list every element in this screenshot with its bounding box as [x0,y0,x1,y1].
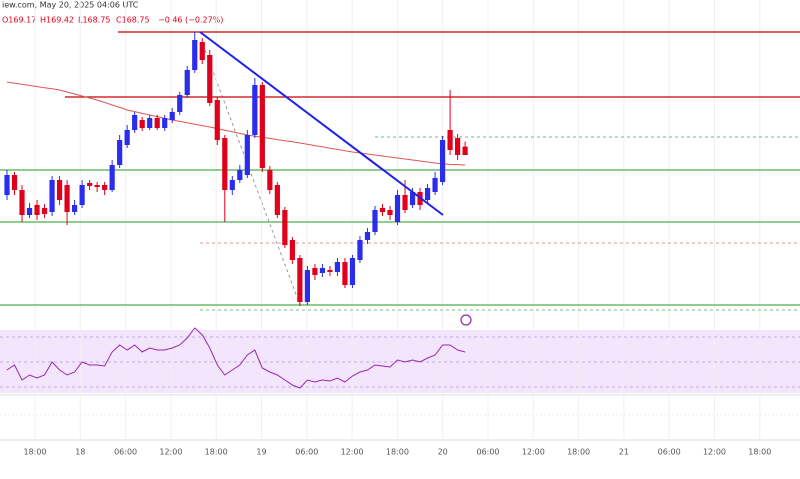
candle-body [312,268,318,275]
x-tick-label: 18:00 [748,448,771,457]
candle-body [394,195,401,222]
candle-body [462,146,468,155]
candle-body [214,100,220,140]
candle-body [199,42,205,60]
candle-body [357,240,363,260]
candle-body [26,208,33,215]
x-tick-label: 18:00 [205,448,228,457]
candle-body [207,55,213,103]
candle-body [402,195,408,210]
x-tick-label: 12:00 [341,448,364,457]
candle-body [342,262,348,285]
candle-body [387,210,393,215]
candle-body [364,232,371,240]
x-tick-label: 12:00 [703,448,726,457]
candle-body [409,192,416,205]
candle-body [94,185,100,187]
header-source: iew.com, May 20, 2025 04:06 UTC [2,1,139,10]
x-tick-label: 06:00 [658,448,681,457]
candle-body [139,120,145,128]
candle-body [379,208,386,212]
header-open: O169.17 [2,16,36,25]
trendline [199,31,444,216]
x-tick-label: 06:00 [295,448,318,457]
x-tick-label: 06:00 [114,448,137,457]
candle-body [447,130,453,150]
candle-body [11,175,18,190]
candle-body [154,118,160,128]
candle-body [169,112,175,120]
candle-body [252,85,258,135]
x-tick-label: 18:00 [567,448,590,457]
x-tick-label: 12:00 [522,448,545,457]
candle-body [244,135,250,175]
candle-body [267,170,273,190]
candle-body [274,185,280,215]
header-high: H169.42 [40,16,74,25]
x-tick-label: 21 [619,448,629,457]
candle-body [259,85,265,168]
candle-body [222,138,228,190]
candle-body [79,185,85,205]
rsi-background [0,330,800,393]
candle-body [439,140,446,182]
x-tick-label: 19 [256,448,266,457]
candle-body [192,40,198,70]
candle-body [124,130,130,145]
x-tick-label: 18 [75,448,85,457]
x-tick-label: 20 [438,448,448,457]
candle-body [132,115,138,130]
candle-body [87,183,93,186]
candle-body [289,240,295,260]
alert-icon [460,314,472,326]
candle-body [319,268,326,273]
candle-body [432,178,438,192]
candle-body [304,270,310,302]
candle-body [71,205,78,212]
candle-body [229,180,235,190]
candle-body [64,185,70,212]
candle-body [117,140,123,165]
candle-body [424,188,431,200]
header-low: L168.75 [78,16,110,25]
moving-average [6,81,466,166]
candle-body [349,258,356,285]
candle-body [162,118,168,128]
header-change: −0.46 (−0.27%) [158,16,223,25]
candle-body [327,270,333,272]
candle-body [237,170,243,180]
x-tick-label: 06:00 [476,448,499,457]
candle-body [177,95,183,112]
candle-body [34,205,40,215]
candle-body [282,210,288,245]
header-close: C168.75 [116,16,150,25]
candle-body [297,258,303,302]
candle-body [56,180,63,200]
candle-body [334,262,341,272]
candle-body [109,165,115,190]
candle-body [41,208,48,214]
x-tick-label: 18:00 [23,448,46,457]
rsi-line [6,327,466,389]
candle-body [372,210,378,232]
candle-body [102,185,108,190]
candle-body [455,138,461,155]
candle-body [49,180,55,212]
candle-body [4,175,10,195]
candle-body [147,118,153,128]
x-tick-label: 18:00 [386,448,409,457]
candle-body [184,70,190,95]
candle-body [19,190,25,215]
x-tick-label: 12:00 [159,448,182,457]
